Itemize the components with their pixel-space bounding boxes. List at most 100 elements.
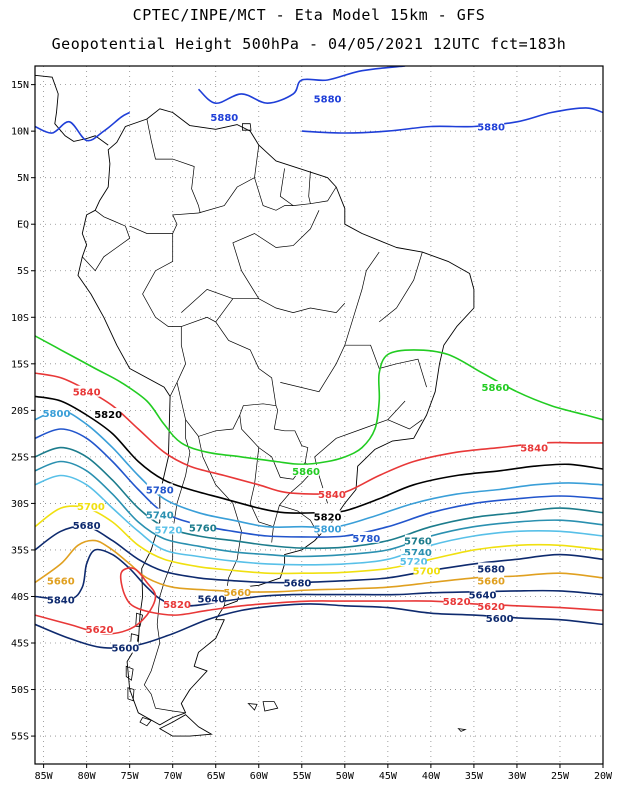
chile-archipelago-island (139, 717, 152, 727)
contour-label-background (43, 407, 70, 419)
contour-label: 5860 (292, 467, 320, 478)
island-outline (262, 701, 279, 712)
contour-label: 5600 (486, 614, 514, 625)
contour-label: 5680 (73, 521, 101, 532)
contour-5780 (35, 428, 603, 538)
contour-label: 5840 (318, 490, 346, 501)
contour-label-background (211, 111, 238, 123)
contour-label: 5640 (469, 591, 497, 602)
contour-label-background (146, 483, 173, 495)
tierra-del-fuego (158, 714, 213, 737)
contour-label: 5800 (314, 525, 342, 536)
contour-label: 5880 (314, 95, 342, 106)
contour-label-background (146, 508, 173, 520)
contour-label-background (77, 500, 104, 512)
contour-label-background (314, 92, 341, 104)
lon-tick-label: 35W (465, 771, 484, 782)
contour-label-background (478, 599, 505, 611)
contour-label: 5860 (482, 383, 510, 394)
contour-5800 (35, 409, 603, 529)
contour-label-background (404, 534, 431, 546)
contour-label: 5680 (284, 579, 312, 590)
contour-label-background (318, 488, 345, 500)
contour-label-background (478, 574, 505, 586)
lat-tick-label: EQ (17, 220, 29, 231)
country-border (249, 447, 274, 528)
lon-tick-label: 75W (121, 771, 140, 782)
contour-label-background (73, 518, 100, 530)
lon-tick-label: 25W (551, 771, 570, 782)
chile-archipelago-island (135, 612, 144, 627)
contour-label: 5720 (154, 525, 182, 536)
country-border (378, 251, 423, 323)
country-border (279, 168, 294, 206)
contour-label-background (86, 623, 113, 635)
map-title-line2: Geopotential Height 500hPa - 04/05/2021 … (51, 35, 567, 53)
contour-label: 5720 (400, 557, 428, 568)
south-america-coastline (77, 108, 475, 726)
lon-tick-label: 20W (594, 771, 613, 782)
map-title-line1: CPTEC/INPE/MCT - Eta Model 15km - GFS (132, 6, 486, 24)
lat-tick-label: 20S (11, 406, 29, 417)
lat-tick-label: 30S (11, 499, 29, 510)
contour-5880 (197, 66, 406, 105)
country-border (215, 298, 346, 323)
contour-label-background (314, 510, 341, 522)
axis-ticks: 85W 80W 75W 70W 65W 60W 55W 50W 45W 40W 35W 30W 25W 2… (11, 80, 613, 782)
contour-label: 5820 (163, 600, 191, 611)
contour-label-background (112, 641, 139, 653)
contour-label-background (224, 585, 251, 597)
lat-tick-label: 15S (11, 359, 29, 370)
contour-label: 5700 (413, 566, 441, 577)
contour-label: 5820 (94, 410, 122, 421)
country-border (198, 145, 260, 214)
lat-tick-label: 15N (11, 80, 29, 91)
contour-label-background (47, 593, 74, 605)
contour-5680 (35, 525, 603, 584)
contour-label-background (478, 120, 505, 132)
contour-5880 (35, 111, 131, 142)
country-border (344, 251, 380, 346)
contour-label: 5660 (477, 577, 505, 588)
country-border (181, 316, 279, 430)
contour-label: 5880 (210, 113, 238, 124)
chile-archipelago-island (125, 665, 134, 681)
lon-tick-label: 50W (336, 771, 355, 782)
contour-5620 (35, 567, 603, 635)
lat-tick-label: 25S (11, 452, 29, 463)
contour-label: 5620 (477, 602, 505, 613)
contour-label-background (404, 545, 431, 557)
lon-tick-label: 60W (250, 771, 269, 782)
country-border (308, 171, 311, 204)
country-border (239, 414, 306, 480)
lon-tick-label: 80W (78, 771, 97, 782)
contour-label: 5660 (223, 588, 251, 599)
country-border (274, 428, 309, 463)
lon-tick-label: 85W (35, 771, 54, 782)
contour-label-background (400, 555, 427, 567)
country-border (232, 210, 320, 299)
contour-label: 5800 (43, 409, 71, 420)
contour-label-background (293, 464, 320, 476)
chile-archipelago-island (127, 687, 135, 702)
contour-label-background (443, 595, 470, 607)
lon-tick-label: 65W (207, 771, 226, 782)
contour-label: 5700 (77, 502, 105, 513)
lat-tick-label: 50S (11, 685, 29, 696)
contour-label-background (478, 562, 505, 574)
contour-5700 (35, 505, 603, 575)
contour-5840 (35, 372, 603, 496)
lat-tick-label: 45S (11, 639, 29, 650)
lat-tick-label: 55S (11, 732, 29, 743)
contour-label: 5760 (189, 524, 217, 535)
contour-label: 5840 (47, 595, 75, 606)
central-america-coastline (35, 74, 109, 146)
contour-label-background (413, 564, 440, 576)
contour-label-background (198, 592, 225, 604)
contour-5860 (35, 335, 603, 466)
contour-label: 5780 (146, 485, 174, 496)
lat-tick-label: 35S (11, 545, 29, 556)
contour-label: 5820 (443, 597, 471, 608)
contour-label: 5660 (47, 577, 75, 588)
